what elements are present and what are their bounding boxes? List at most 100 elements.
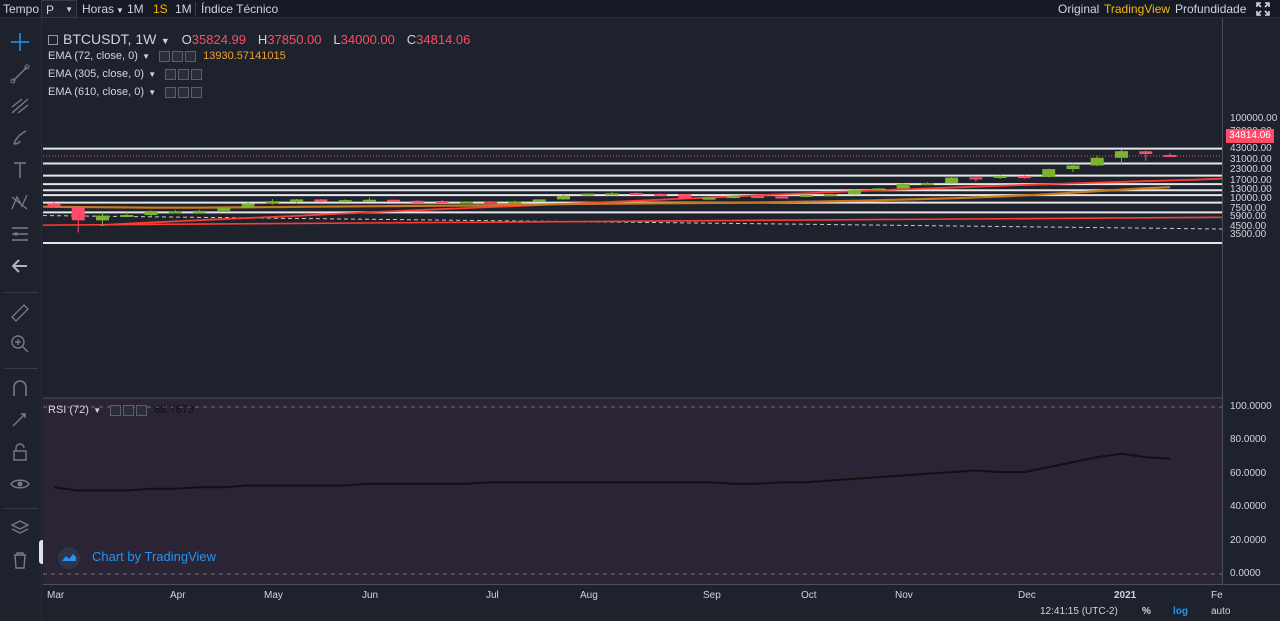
candle-body: [314, 199, 328, 202]
symbol-legend: BTCUSDT, 1W ▼ O35824.99 H37850.00 L34000…: [48, 30, 470, 48]
candle-body: [775, 196, 789, 199]
settings-icon[interactable]: [110, 404, 122, 416]
draw-lock-icon[interactable]: [7, 408, 33, 432]
fib-icon[interactable]: [7, 222, 33, 246]
open-label: O: [181, 32, 192, 47]
price-tick-label: 31000.00: [1230, 153, 1272, 165]
close-icon[interactable]: [136, 404, 148, 416]
indicators-button[interactable]: Índice Técnico: [201, 2, 279, 16]
price-tick-label: 17000.00: [1230, 174, 1272, 186]
pattern-icon[interactable]: [7, 190, 33, 214]
candle-body: [920, 183, 934, 186]
view-depth-button[interactable]: Profundidade: [1175, 2, 1247, 16]
view-original-button[interactable]: Original: [1058, 2, 1100, 16]
candle-body: [217, 208, 231, 211]
ema72-value: 13930.57141015: [203, 50, 286, 62]
tradingview-brand-link[interactable]: Chart by TradingView: [58, 546, 216, 569]
hide-icon[interactable]: [178, 68, 190, 80]
chevron-down-icon[interactable]: ▼: [139, 52, 151, 61]
trend-line-icon[interactable]: [7, 62, 33, 86]
rsi-tick-label: 20.0000: [1230, 534, 1267, 546]
hide-icon[interactable]: [178, 86, 190, 98]
percent-scale-button[interactable]: %: [1142, 606, 1151, 617]
price-axis[interactable]: 100000.0070000.0055000.0043000.0031000.0…: [1222, 18, 1280, 584]
time-tick-label: Sep: [703, 590, 721, 601]
candle-body: [265, 201, 279, 204]
view-tradingview-button[interactable]: TradingView: [1104, 2, 1171, 16]
time-axis[interactable]: Mar Apr May Jun Jul Aug Sep Oct Nov Dec 2021 Fe: [43, 584, 1280, 621]
candle-body: [654, 193, 668, 196]
chevron-down-icon[interactable]: ▼: [90, 406, 102, 415]
period-value: P: [46, 3, 55, 17]
interval-1month-button[interactable]: 1M: [175, 2, 192, 16]
candle-body: [532, 199, 546, 202]
price-tick-label: 5900.00: [1230, 211, 1267, 223]
candle-body: [387, 199, 401, 202]
trash-icon[interactable]: [7, 548, 33, 572]
settings-icon[interactable]: [159, 50, 171, 62]
pitchfork-icon[interactable]: [7, 94, 33, 118]
ruler-icon[interactable]: [7, 300, 33, 324]
collapse-legend-icon[interactable]: [48, 35, 58, 46]
interval-1m-button[interactable]: 1M: [127, 2, 144, 16]
period-select[interactable]: P ▼: [41, 0, 77, 18]
hide-icon[interactable]: [172, 50, 184, 62]
candle-body: [896, 183, 910, 189]
ema305-label[interactable]: EMA (305, close, 0): [48, 68, 144, 80]
chevron-down-icon[interactable]: ▼: [146, 88, 157, 97]
candle-body: [411, 200, 425, 203]
expand-icon[interactable]: [1256, 0, 1272, 18]
log-scale-button[interactable]: log: [1173, 606, 1188, 617]
candle-body: [1066, 165, 1080, 170]
text-tool-icon[interactable]: [7, 158, 33, 182]
main-chart-pane[interactable]: [42, 18, 1223, 398]
close-value: 34814.06: [416, 32, 471, 47]
brush-icon[interactable]: [7, 126, 33, 150]
price-chart[interactable]: [42, 18, 1223, 398]
low-value: 34000.00: [340, 32, 395, 47]
candle-body: [47, 203, 61, 207]
time-tick-label: Oct: [801, 590, 817, 601]
crosshair-icon[interactable]: [7, 30, 33, 54]
close-icon[interactable]: [191, 86, 203, 98]
rsi-tick-label: 40.0000: [1230, 501, 1267, 513]
rsi-chart[interactable]: [43, 399, 1222, 584]
ema610-label[interactable]: EMA (610, close, 0): [48, 86, 144, 98]
high-value: 37850.00: [267, 32, 322, 47]
chevron-down-icon[interactable]: ▼: [158, 36, 170, 46]
tradingview-logo-icon: [58, 546, 80, 569]
rsi-pane[interactable]: [43, 399, 1222, 584]
auto-scale-button[interactable]: auto: [1211, 606, 1231, 617]
rsi-label[interactable]: RSI (72): [48, 404, 89, 416]
back-arrow-icon[interactable]: [7, 254, 33, 278]
toolbar-separator: [4, 508, 38, 509]
pane-divider[interactable]: [43, 397, 1280, 399]
interval-1s-button[interactable]: 1S: [153, 2, 168, 16]
last-price-tag: 34814.06: [1226, 129, 1274, 143]
magnet-icon[interactable]: [7, 376, 33, 400]
zoom-icon[interactable]: [7, 332, 33, 356]
candle-body: [848, 190, 862, 195]
close-icon[interactable]: [191, 68, 203, 80]
horas-dropdown[interactable]: Horas ▼: [82, 0, 124, 18]
ema305-legend: EMA (305, close, 0) ▼: [48, 66, 203, 82]
candle-body: [435, 200, 449, 203]
chevron-down-icon[interactable]: ▼: [146, 70, 157, 79]
symbol-title[interactable]: BTCUSDT, 1W: [63, 31, 157, 47]
candle-body: [362, 199, 376, 202]
horas-label: Horas: [82, 2, 115, 16]
settings-icon[interactable]: [165, 68, 177, 80]
clock-readout: 12:41:15 (UTC-2): [1040, 606, 1118, 617]
eye-icon[interactable]: [7, 472, 33, 496]
toolbar-divider: [195, 2, 196, 16]
ema72-label[interactable]: EMA (72, close, 0): [48, 50, 138, 62]
hide-icon[interactable]: [123, 404, 135, 416]
chevron-down-icon: ▼: [65, 5, 73, 14]
settings-icon[interactable]: [165, 86, 177, 98]
price-tick-label: 4500.00: [1230, 220, 1267, 232]
candle-body: [556, 195, 570, 200]
lock-icon[interactable]: [7, 440, 33, 464]
candle-body: [1017, 176, 1031, 179]
close-icon[interactable]: [185, 50, 197, 62]
layers-icon[interactable]: [7, 516, 33, 540]
